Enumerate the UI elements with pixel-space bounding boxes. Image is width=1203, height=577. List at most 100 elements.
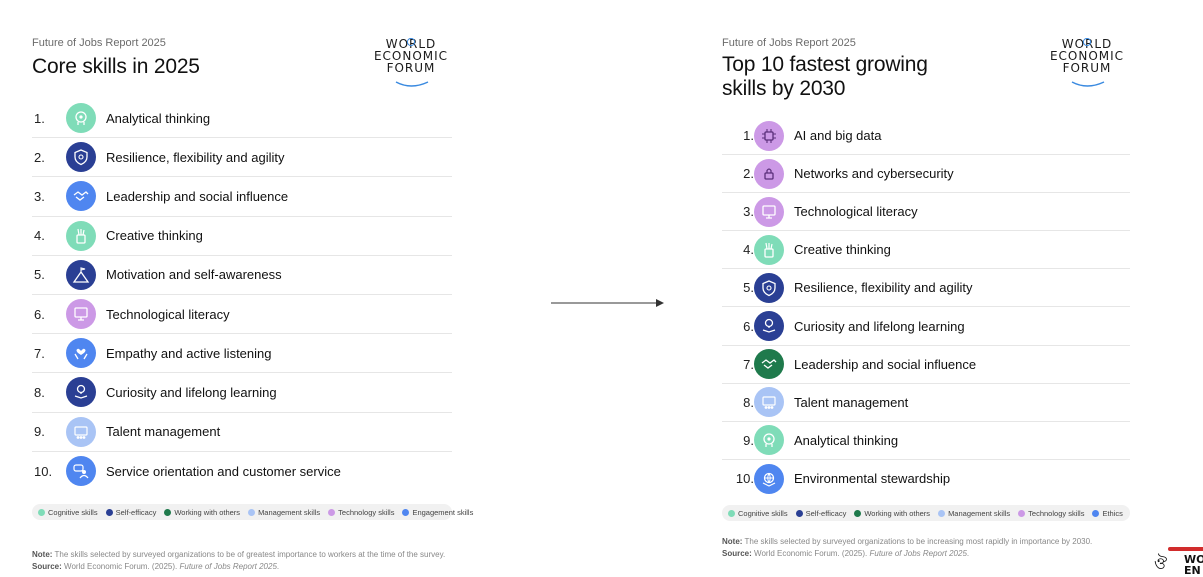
corner-logo-line: WO xyxy=(1184,553,1203,566)
legend-label: Technology skills xyxy=(338,507,395,517)
shield-icon xyxy=(754,272,784,303)
note-label: Note: xyxy=(32,550,53,559)
legend-label: Cognitive skills xyxy=(48,507,98,517)
legend-dot xyxy=(328,508,336,516)
pencil-cup-icon xyxy=(66,220,96,251)
list-item: 5. Motivation and self-awareness xyxy=(32,256,452,295)
lightbulb-book-icon xyxy=(754,311,784,342)
list-item: 6. Technological literacy xyxy=(32,295,452,335)
legend-label: Cognitive skills xyxy=(738,508,788,518)
source-title: Future of Jobs Report 2025 xyxy=(179,562,277,571)
item-number: 2. xyxy=(743,166,754,182)
item-label: Networks and cybersecurity xyxy=(794,166,954,182)
legend-item: Management skills xyxy=(938,509,1010,518)
item-number: 7. xyxy=(743,356,754,372)
note: Note: The skills selected by surveyed or… xyxy=(722,537,1093,558)
legend-label: Working with others xyxy=(864,508,931,518)
item-number: 9. xyxy=(34,424,45,440)
globe-hands-icon xyxy=(754,463,784,494)
arrow-right-icon xyxy=(551,299,664,307)
item-label: Environmental stewardship xyxy=(794,471,951,487)
legend-label: Management skills xyxy=(258,507,321,517)
source-text: World Economic Forum. (2025). xyxy=(754,549,868,558)
monitor-icon xyxy=(754,196,784,227)
note-label: Note: xyxy=(722,537,743,546)
item-number: 8. xyxy=(743,394,754,410)
legend-item: Technology skills xyxy=(1018,509,1084,518)
item-number: 3. xyxy=(743,204,754,220)
legend-dot xyxy=(795,509,803,517)
list-item: 6. Curiosity and lifelong learning xyxy=(722,307,1130,346)
item-number: 6. xyxy=(34,306,45,322)
list-item: 5. Resilience, flexibility and agility xyxy=(722,269,1130,308)
item-number: 5. xyxy=(743,280,754,296)
report-label: Future of Jobs Report 2025 xyxy=(32,37,166,49)
item-label: Talent management xyxy=(794,394,909,410)
source-text: World Economic Forum. (2025). xyxy=(64,562,178,571)
page-title: Core skills in 2025 xyxy=(32,55,200,78)
legend-item: Cognitive skills xyxy=(728,509,788,518)
people-board-icon xyxy=(754,387,784,418)
item-label: Technological literacy xyxy=(106,306,230,322)
legend-label: Engagement skills xyxy=(412,507,474,517)
item-number: 7. xyxy=(34,345,45,361)
item-number: 1. xyxy=(743,128,754,144)
legend-item: Ethics xyxy=(1092,508,1123,518)
item-label: Service orientation and customer service xyxy=(106,463,341,479)
list-item: 3. Technological literacy xyxy=(722,193,1130,232)
report-label: Future of Jobs Report 2025 xyxy=(722,37,856,49)
lightbulb-book-icon xyxy=(66,377,96,408)
item-number: 4. xyxy=(743,242,754,258)
logo-mark-icon: ঔ xyxy=(1154,554,1168,573)
title-line: Top 10 fastest growing xyxy=(722,53,928,76)
legend-item: Working with others xyxy=(164,508,240,517)
item-label: Motivation and self-awareness xyxy=(106,267,282,283)
legend-item: Working with others xyxy=(854,509,930,518)
pencil-cup-icon xyxy=(754,234,784,265)
shield-icon xyxy=(66,142,96,173)
legend-label: Ethics xyxy=(1102,508,1123,518)
logo-arc-icon xyxy=(1071,38,1105,87)
item-number: 3. xyxy=(34,188,45,204)
logo-line: ECONOMIC xyxy=(373,49,449,63)
logo-line: WORLD xyxy=(1061,37,1113,51)
logo-arc-icon xyxy=(395,38,429,87)
legend-label: Working with others xyxy=(174,507,241,517)
logo-line: WORLD xyxy=(385,37,437,51)
legend-item: Engagement skills xyxy=(402,508,473,517)
mountain-flag-icon xyxy=(66,259,96,290)
legend-item: Self-efficacy xyxy=(105,507,157,517)
list-item: 2. Networks and cybersecurity xyxy=(722,155,1130,194)
legend-dot xyxy=(38,508,45,516)
handshake-icon xyxy=(754,349,784,380)
head-gears-icon xyxy=(754,425,784,456)
legend-dot xyxy=(854,509,862,517)
list-item: 7. Empathy and active listening xyxy=(32,334,452,374)
legend-dot xyxy=(938,509,946,517)
item-number: 9. xyxy=(743,432,754,448)
legend-dot xyxy=(1018,509,1026,517)
list-item: 7. Leadership and social influence xyxy=(722,346,1130,384)
item-label: Empathy and active listening xyxy=(106,345,272,361)
item-label: Technological literacy xyxy=(794,204,918,220)
item-number: 4. xyxy=(34,228,45,244)
item-label: Creative thinking xyxy=(106,228,203,244)
list-item: 8. Curiosity and lifelong learning xyxy=(32,373,452,413)
source-label: Source: xyxy=(722,549,752,558)
item-label: Analytical thinking xyxy=(106,110,211,126)
logo-line: FORUM xyxy=(386,61,436,75)
legend-item: Management skills xyxy=(248,508,320,517)
corner-logo-text: WO EN xyxy=(1184,554,1203,576)
legend-label: Self-efficacy xyxy=(115,507,157,517)
item-number: 1. xyxy=(34,110,45,126)
wef-logo: WORLD ECONOMIC FORUM xyxy=(366,37,456,87)
list-item: 3. Leadership and social influence xyxy=(32,177,452,217)
wef-logo: WORLD ECONOMIC FORUM xyxy=(1042,37,1132,87)
list-item: 8. Talent management xyxy=(722,384,1130,422)
item-label: AI and big data xyxy=(794,128,882,144)
people-board-icon xyxy=(66,416,96,447)
note-text: The skills selected by surveyed organiza… xyxy=(54,550,446,559)
legend-item: Cognitive skills xyxy=(38,508,98,517)
legend-dot xyxy=(1092,509,1100,517)
chat-person-icon xyxy=(66,456,96,487)
